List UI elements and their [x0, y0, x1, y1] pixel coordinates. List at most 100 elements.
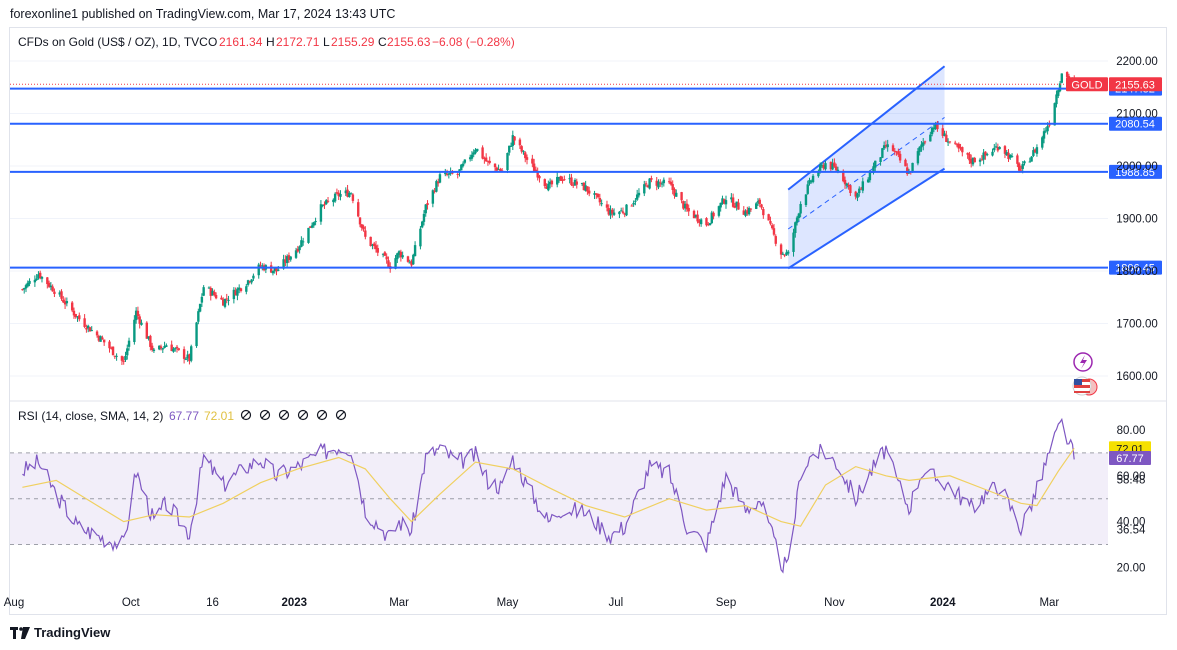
candle-body — [524, 152, 527, 159]
candle-body — [1003, 146, 1007, 154]
candle-body — [625, 204, 628, 216]
candle-body — [829, 161, 833, 170]
candle-body — [584, 185, 587, 191]
candle-body — [23, 288, 26, 290]
circle-slash-stroke — [318, 411, 326, 419]
candle-body — [26, 282, 29, 287]
candle-body — [200, 296, 204, 303]
candle-body — [188, 354, 191, 362]
rsi-tick-label: 40.00 — [1117, 517, 1146, 529]
candle-body — [808, 179, 811, 184]
candle-body — [650, 178, 653, 180]
rsi-pinned-label: 67.77 — [1116, 453, 1144, 465]
candle-body — [648, 178, 651, 189]
symbol-title: CFDs on Gold (US$ / OZ), 1D, TVC — [18, 35, 208, 49]
candle-body — [820, 164, 824, 166]
candle-body — [49, 285, 53, 288]
candle-body — [444, 172, 447, 175]
channel-upper-line — [787, 65, 946, 191]
last-price-label: 2155.63 — [1115, 79, 1155, 91]
candle-body — [319, 204, 323, 222]
candle-body — [351, 194, 355, 201]
time-tick-label: 2024 — [930, 597, 956, 609]
candle-body — [895, 151, 898, 153]
candle-body — [1044, 130, 1048, 132]
rsi-tick-label: 20.00 — [1117, 562, 1146, 574]
candle-body — [619, 210, 623, 212]
candle-body — [834, 166, 838, 171]
us-flag-icon[interactable] — [1072, 376, 1098, 396]
price-tick-label: 2100.00 — [1116, 109, 1158, 121]
candle-body — [1048, 124, 1051, 126]
rsi-series — [22, 417, 1075, 574]
candle-body — [733, 205, 737, 208]
candle-body — [595, 193, 598, 195]
candle-body — [364, 230, 367, 237]
candle-body — [152, 349, 156, 351]
candle-body — [996, 146, 1000, 151]
candle-body — [287, 255, 291, 260]
candle-body — [934, 123, 937, 130]
candle-body — [83, 318, 86, 327]
regression-channel[interactable] — [787, 65, 946, 270]
candle-body — [1028, 161, 1032, 163]
candle-body — [847, 184, 850, 186]
candle-body — [284, 259, 287, 263]
candle-body — [946, 141, 950, 143]
candle-body — [1005, 152, 1008, 156]
candle-body — [769, 221, 772, 224]
candle-body — [966, 152, 969, 155]
candle-body — [323, 204, 326, 206]
candle-body — [508, 145, 511, 153]
candle-body — [474, 149, 477, 154]
candle-body — [145, 322, 149, 339]
candle-body — [671, 184, 674, 190]
last-price-label-box — [1109, 77, 1162, 92]
candle-body — [683, 203, 687, 209]
footer-brand[interactable]: TradingView — [10, 625, 110, 640]
candle-body — [74, 313, 77, 318]
candle-body — [481, 147, 484, 159]
candle-body — [358, 217, 362, 225]
candle-body — [413, 245, 417, 257]
circle-slash-icon — [259, 409, 271, 421]
time-tick-label: Nov — [824, 597, 845, 609]
candle-body — [781, 253, 785, 255]
candle-body — [559, 176, 562, 181]
rsi-tick-label: 80.00 — [1117, 425, 1146, 437]
candle-body — [72, 310, 76, 316]
candle-body — [849, 185, 852, 194]
candle-body — [397, 251, 401, 255]
candle-body — [696, 214, 699, 222]
candle-body — [332, 199, 335, 203]
candle-body — [360, 224, 363, 228]
price-axis[interactable]: 2200.00 2100.00 2000.00 1900.00 1800.00 1700.… — [1116, 56, 1158, 383]
candle-body — [436, 181, 440, 184]
candle-body — [682, 201, 685, 209]
candle-body — [818, 164, 822, 171]
candle-body — [1033, 149, 1037, 153]
candle-body — [936, 122, 939, 130]
flash-icon[interactable] — [1073, 352, 1093, 372]
candle-body — [598, 197, 602, 203]
candle-body — [101, 337, 104, 340]
candle-body — [806, 184, 809, 194]
candle-body — [922, 142, 925, 146]
price-gridlines — [10, 60, 1108, 377]
time-axis[interactable]: Aug Oct 16 2023 Mar May Jul Sep Nov 2024 Mar — [4, 597, 1060, 609]
candle-body — [383, 252, 387, 256]
candle-body — [618, 211, 621, 215]
candle-body — [357, 202, 360, 217]
candle-body — [660, 183, 664, 185]
candle-body — [1041, 137, 1044, 148]
candle-body — [799, 203, 802, 214]
candle-body — [40, 276, 44, 279]
candle-body — [824, 163, 827, 170]
circle-slash-icon — [335, 409, 347, 421]
candle-body — [623, 213, 626, 215]
candle-body — [257, 264, 260, 276]
rsi-band-fill — [10, 452, 1108, 545]
